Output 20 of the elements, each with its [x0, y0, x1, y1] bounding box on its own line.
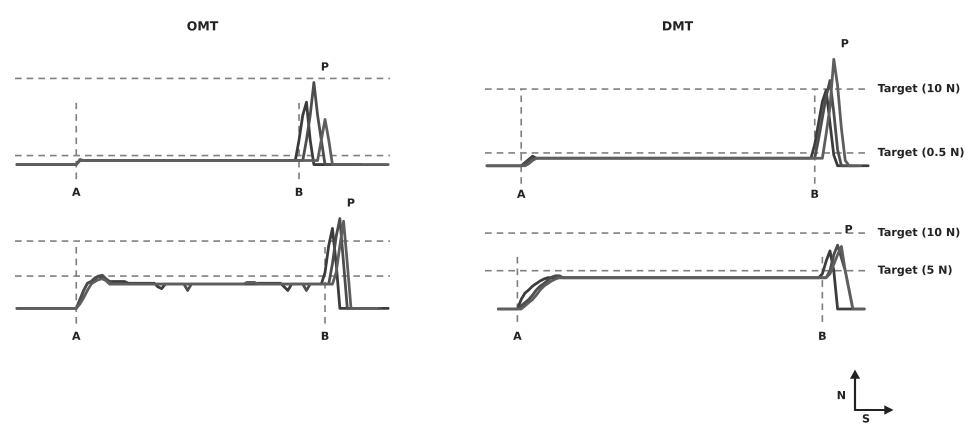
ref-line-label: Target (10 N): [878, 84, 960, 94]
ref-line-label: Target (0.5 N): [878, 148, 964, 158]
ref-line-label: Target (5 N): [878, 265, 952, 276]
text: P: [322, 62, 329, 71]
ref-line-label: Target (10 N): [878, 228, 960, 238]
x-tick-label: B: [322, 332, 328, 340]
x-tick-label: A: [513, 332, 522, 340]
chart-title: OMT: [187, 21, 218, 31]
x-tick-label: B: [819, 332, 826, 340]
x-tick-label: A: [516, 190, 526, 198]
chart-title: DMT: [662, 21, 694, 30]
text: S: [862, 414, 870, 423]
text: P: [846, 225, 852, 234]
x-tick-label: B: [296, 188, 302, 196]
text: P: [348, 198, 355, 207]
text: N: [838, 390, 845, 400]
x-tick-label: A: [72, 332, 81, 340]
x-tick-label: A: [72, 188, 81, 196]
x-tick-label: B: [812, 190, 818, 198]
text: P: [842, 39, 848, 48]
